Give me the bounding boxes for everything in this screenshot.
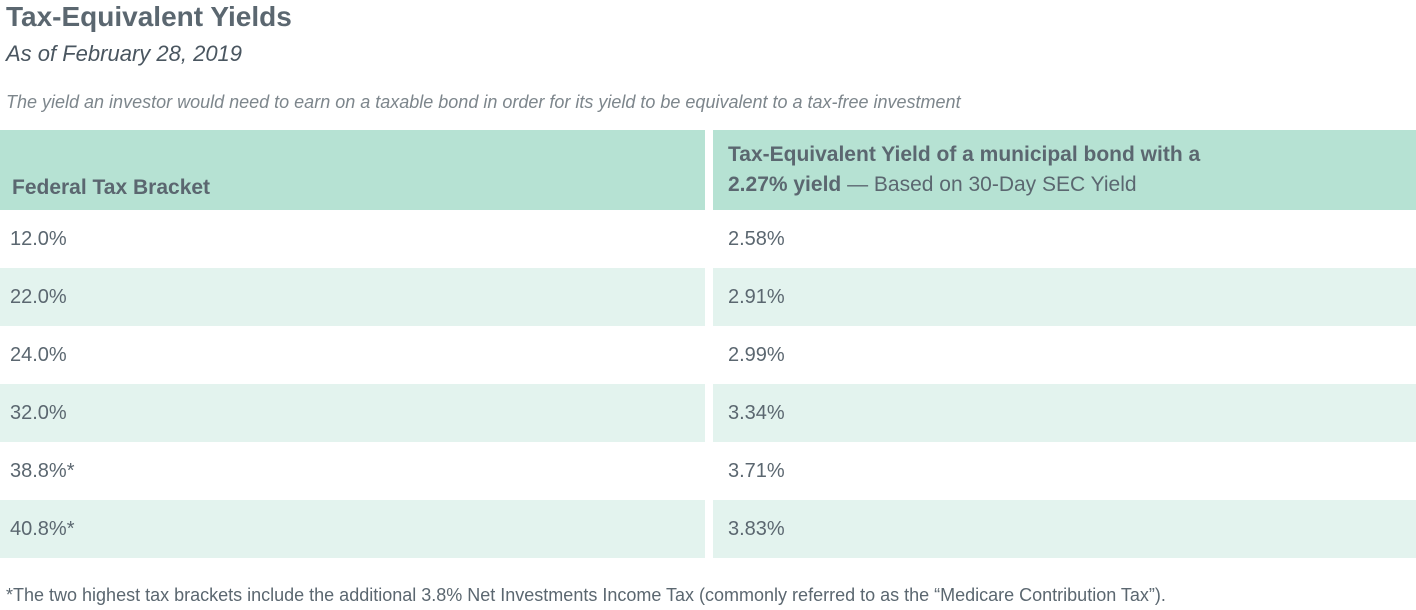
table-row: 40.8%* 3.83% [0, 500, 1416, 558]
tax-bracket-cell: 22.0% [0, 268, 705, 326]
header-tax-equivalent-yield: Tax-Equivalent Yield of a municipal bond… [713, 130, 1416, 210]
yield-cell: 3.71% [728, 459, 785, 482]
header-right-line2: 2.27% yield — Based on 30-Day SEC Yield [728, 170, 1137, 200]
header-yield-bold: 2.27% yield [728, 173, 842, 196]
yield-cell: 3.83% [713, 500, 1416, 558]
footnote: *The two highest tax brackets include th… [6, 585, 1166, 605]
yield-cell: 3.34% [713, 384, 1416, 442]
column-gap [705, 326, 713, 384]
tax-bracket-cell: 38.8%* [10, 459, 75, 482]
table-row: 24.0% 2.99% [0, 326, 1416, 384]
column-gap [705, 442, 713, 500]
column-gap [705, 500, 713, 558]
column-gap [705, 268, 713, 326]
table-header-row: Federal Tax Bracket Tax-Equivalent Yield… [0, 130, 1416, 210]
as-of-date: As of February 28, 2019 [6, 41, 243, 66]
page-title: Tax-Equivalent Yields [6, 1, 292, 32]
table-row: 38.8%* 3.71% [0, 442, 1416, 500]
column-gap [705, 210, 713, 268]
tax-bracket-cell: 12.0% [10, 227, 67, 250]
tax-bracket-cell: 40.8%* [0, 500, 705, 558]
column-gap [705, 130, 713, 210]
tax-bracket-cell: 24.0% [10, 343, 67, 366]
table-row: 22.0% 2.91% [0, 268, 1416, 326]
yield-cell: 2.99% [728, 343, 785, 366]
table-row: 12.0% 2.58% [0, 210, 1416, 268]
column-gap [705, 384, 713, 442]
yield-cell: 2.91% [713, 268, 1416, 326]
tax-bracket-cell: 32.0% [0, 384, 705, 442]
header-yield-basis: — Based on 30-Day SEC Yield [841, 173, 1137, 196]
header-right-line1: Tax-Equivalent Yield of a municipal bond… [728, 143, 1201, 166]
table-row: 32.0% 3.34% [0, 384, 1416, 442]
description: The yield an investor would need to earn… [6, 92, 961, 112]
header-federal-tax-bracket: Federal Tax Bracket [0, 130, 705, 210]
yield-cell: 2.58% [728, 227, 785, 250]
yields-table: Federal Tax Bracket Tax-Equivalent Yield… [0, 130, 1416, 558]
